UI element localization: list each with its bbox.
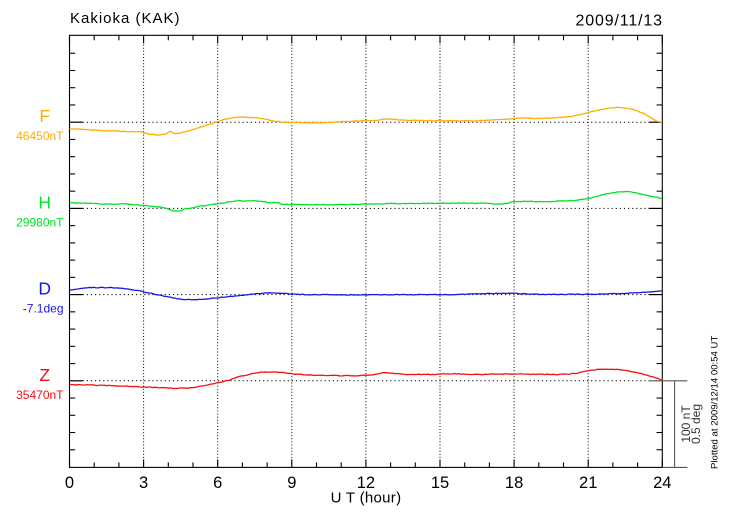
- svg-text:18: 18: [505, 474, 523, 492]
- svg-text:100 nT: 100 nT: [679, 405, 693, 443]
- svg-text:Plotted at 2009/12/14 00:54 UT: Plotted at 2009/12/14 00:54 UT: [710, 336, 721, 469]
- svg-text:15: 15: [431, 474, 449, 492]
- svg-text:12: 12: [357, 474, 375, 492]
- svg-text:6: 6: [213, 474, 222, 492]
- svg-text:3: 3: [139, 474, 148, 492]
- svg-text:29980nT: 29980nT: [16, 215, 64, 229]
- svg-text:F: F: [39, 106, 50, 126]
- svg-text:Kakioka (KAK): Kakioka (KAK): [70, 10, 181, 27]
- svg-text:0.5 deg: 0.5 deg: [689, 404, 703, 444]
- svg-text:U T (hour): U T (hour): [331, 490, 402, 507]
- svg-text:9: 9: [287, 474, 296, 492]
- svg-text:35470nT: 35470nT: [16, 388, 64, 402]
- svg-text:0: 0: [65, 474, 74, 492]
- svg-text:24: 24: [653, 474, 671, 492]
- svg-text:Z: Z: [39, 365, 50, 385]
- svg-text:H: H: [38, 192, 51, 212]
- svg-text:46450nT: 46450nT: [16, 129, 64, 143]
- svg-text:-7.1deg: -7.1deg: [23, 302, 64, 316]
- svg-text:D: D: [38, 279, 51, 299]
- svg-text:2009/11/13: 2009/11/13: [576, 13, 663, 30]
- svg-text:21: 21: [579, 474, 597, 492]
